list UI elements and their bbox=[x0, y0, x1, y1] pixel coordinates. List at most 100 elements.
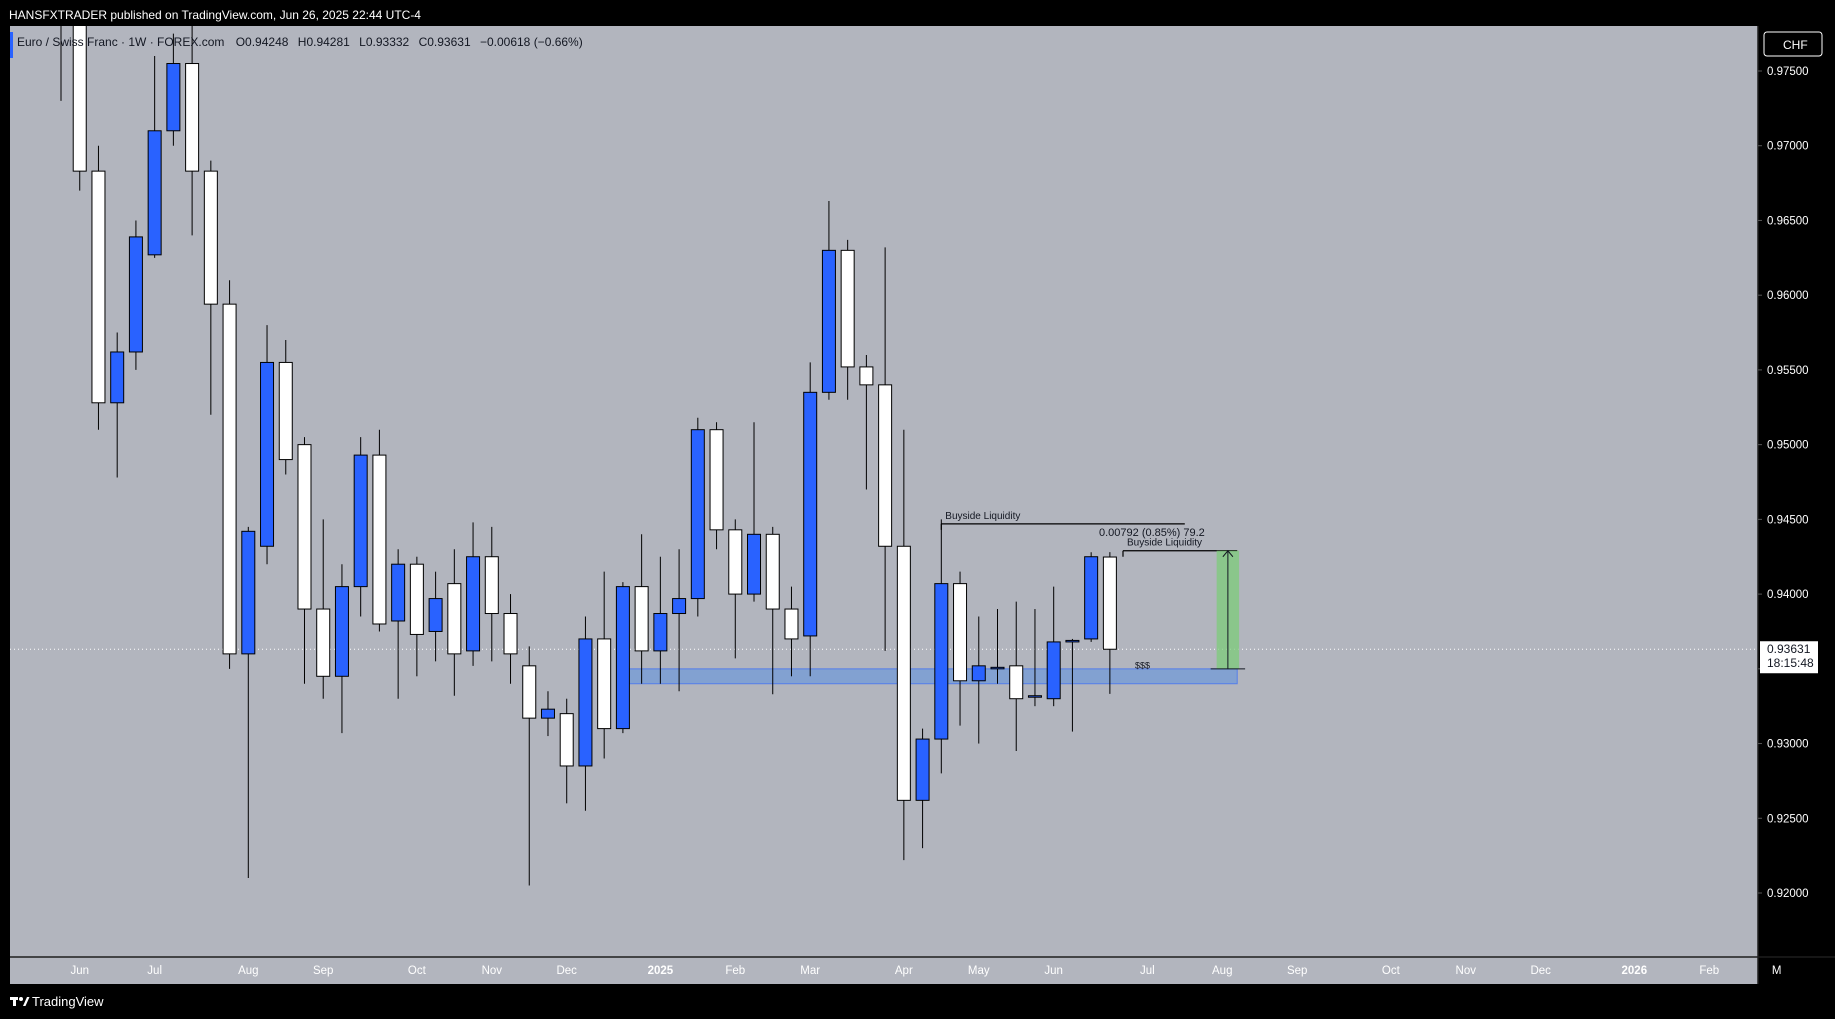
currency-badge[interactable]: CHF bbox=[1763, 31, 1823, 57]
candle-body bbox=[1084, 556, 1099, 640]
price-axis-label: 0.97500 bbox=[1767, 66, 1809, 78]
candle bbox=[747, 422, 762, 602]
candle-body bbox=[222, 303, 237, 655]
candle bbox=[278, 340, 293, 475]
time-axis-label: Sep bbox=[1287, 965, 1307, 977]
price-axis-label: 0.93000 bbox=[1767, 739, 1809, 751]
legend-high: H0.94281 bbox=[298, 35, 350, 49]
candle bbox=[334, 564, 349, 734]
candle-body bbox=[1065, 639, 1080, 643]
time-axis-label: Jul bbox=[1140, 965, 1155, 977]
candle bbox=[260, 325, 275, 565]
time-axis-label: Dec bbox=[1530, 965, 1551, 977]
legend-symbol-marker bbox=[10, 32, 13, 58]
candle-body bbox=[578, 638, 593, 767]
candle-body bbox=[597, 638, 612, 730]
time-axis-label: 2025 bbox=[648, 965, 674, 977]
candle bbox=[484, 526, 499, 662]
time-axis-label: Nov bbox=[482, 965, 503, 977]
price-axis[interactable]: 0.97500 0.97000 0.96500 0.96000 0.95500 0.950… bbox=[1758, 66, 1809, 900]
candle-body bbox=[934, 583, 949, 740]
candle-body bbox=[428, 598, 443, 632]
candle bbox=[690, 417, 705, 617]
sss-label: $$$ bbox=[1135, 660, 1150, 670]
candle bbox=[353, 437, 368, 617]
candle bbox=[971, 616, 986, 744]
legend-symbol[interactable]: Euro / Swiss Franc · 1W · FOREX.com bbox=[17, 35, 224, 49]
candle-body bbox=[185, 63, 200, 172]
candle-body bbox=[503, 613, 518, 655]
current-price-value: 0.93631 bbox=[1767, 642, 1811, 656]
price-axis-label: 0.97000 bbox=[1767, 141, 1809, 153]
candle-body bbox=[484, 556, 499, 615]
candle-body bbox=[72, 26, 87, 172]
time-axis-label: Feb bbox=[1699, 965, 1719, 977]
candle bbox=[447, 549, 462, 696]
candle-body bbox=[391, 563, 406, 622]
candle bbox=[878, 247, 893, 651]
candle bbox=[72, 26, 87, 191]
price-axis-label: 0.94500 bbox=[1767, 514, 1809, 526]
price-axis-label: 0.96500 bbox=[1767, 215, 1809, 227]
time-axis-label: Feb bbox=[725, 965, 745, 977]
price-axis-label: 0.92000 bbox=[1767, 888, 1809, 900]
candle bbox=[597, 571, 612, 759]
candle-body bbox=[297, 444, 312, 610]
candle bbox=[821, 201, 836, 400]
candle bbox=[840, 239, 855, 400]
legend-open: O0.94248 bbox=[236, 35, 289, 49]
candle-body bbox=[765, 533, 780, 610]
candle-body bbox=[353, 454, 368, 588]
legend[interactable]: Euro / Swiss Franc · 1W · FOREX.com O0.9… bbox=[17, 35, 583, 49]
candle-body bbox=[110, 351, 125, 404]
candle bbox=[297, 437, 312, 684]
candle bbox=[653, 556, 668, 684]
time-axis-label: Oct bbox=[1382, 965, 1401, 977]
candle-body bbox=[466, 556, 481, 652]
candle bbox=[803, 362, 818, 677]
time-axis-label: Jun bbox=[1044, 965, 1063, 977]
candle bbox=[859, 354, 874, 490]
currency-badge-label: CHF bbox=[1783, 38, 1808, 52]
candle-body bbox=[971, 665, 986, 682]
candle bbox=[1009, 601, 1024, 752]
candle-body bbox=[728, 529, 743, 595]
candle-body bbox=[522, 665, 537, 719]
candle bbox=[990, 609, 1005, 684]
candle bbox=[615, 582, 630, 734]
time-axis-label: 2026 bbox=[1622, 965, 1648, 977]
time-axis-label: Mar bbox=[800, 965, 820, 977]
annotations-top-layer: Buyside Liquidity Buyside Liquidity $$$ 0.0… bbox=[940, 511, 1246, 670]
candle bbox=[896, 429, 911, 861]
candle-body bbox=[241, 530, 256, 655]
demand-zone bbox=[622, 668, 1238, 685]
candle bbox=[765, 526, 780, 695]
candle-body bbox=[896, 545, 911, 801]
legend-low: L0.93332 bbox=[359, 35, 409, 49]
time-axis-label: Sep bbox=[313, 965, 333, 977]
time-axis[interactable]: Jun Jul Aug Sep Oct Nov Dec 2025 Feb Mar Apr May Jun… bbox=[70, 965, 1781, 977]
time-axis-label: May bbox=[968, 965, 990, 977]
candle-body bbox=[784, 608, 799, 640]
candle-body bbox=[1102, 556, 1117, 650]
buyside-liquidity-label: Buyside Liquidity bbox=[945, 511, 1020, 522]
candle bbox=[185, 26, 200, 236]
candle-body bbox=[447, 583, 462, 655]
buyside-liquidity-label: Buyside Liquidity bbox=[1127, 538, 1202, 549]
candle bbox=[241, 526, 256, 879]
price-axis-label: 0.92500 bbox=[1767, 813, 1809, 825]
candle-body bbox=[915, 738, 930, 801]
candle bbox=[728, 519, 743, 659]
current-price-label: 0.93631 18:15:48 bbox=[1760, 641, 1818, 674]
candle bbox=[953, 571, 968, 726]
candle-body bbox=[953, 583, 968, 682]
candle bbox=[522, 646, 537, 886]
time-axis-label: Oct bbox=[408, 965, 427, 977]
candle bbox=[784, 586, 799, 677]
candle-body bbox=[747, 533, 762, 595]
tradingview-logo[interactable]: TradingView bbox=[10, 994, 104, 1009]
time-axis-label: Aug bbox=[238, 965, 258, 977]
measure-label: 0.00792 (0.85%) 79.2 bbox=[1099, 527, 1205, 539]
candle-body bbox=[166, 63, 181, 132]
